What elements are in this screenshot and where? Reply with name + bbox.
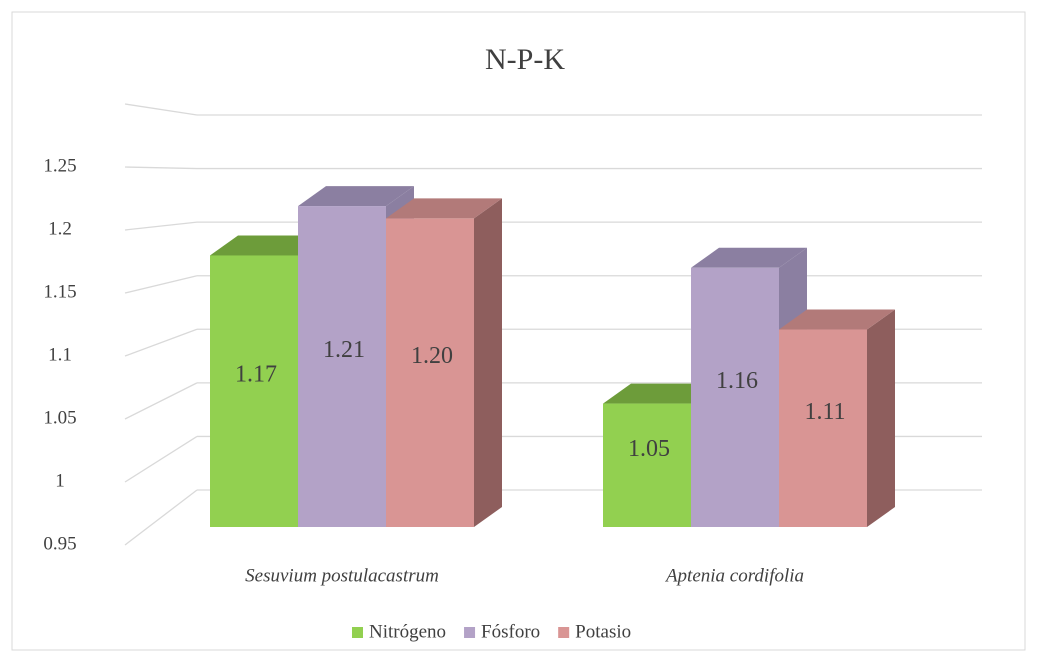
grid-line (124, 221, 198, 231)
grid-line (124, 328, 198, 357)
bar-front (603, 403, 691, 527)
bar-side (474, 198, 502, 527)
x-tick-label: Sesuvium postulacastrum (245, 565, 439, 586)
legend-label: Fósforo (481, 621, 540, 642)
legend-label: Nitrógeno (369, 621, 446, 642)
bar-front (691, 267, 779, 527)
data-label: 1.21 (323, 337, 365, 363)
bar-top (386, 198, 502, 219)
grid-line (124, 275, 198, 294)
data-label: 1.16 (716, 368, 758, 394)
data-label: 1.05 (628, 436, 670, 462)
bar (386, 198, 502, 527)
y-tick-label: 1 (55, 470, 65, 491)
bar-top (779, 309, 895, 330)
y-tick-label: 1.15 (43, 281, 76, 302)
data-label: 1.11 (804, 399, 845, 425)
grid-line (124, 489, 198, 546)
y-tick-label: 1.1 (48, 344, 72, 365)
bar-front (298, 206, 386, 528)
bar-side (867, 309, 895, 527)
bar-front (386, 218, 474, 527)
bar-top (210, 235, 326, 256)
y-tick-label: 1.05 (43, 407, 76, 428)
y-tick-label: 1.25 (43, 155, 76, 176)
y-tick-label: 0.95 (43, 533, 76, 554)
bar-top (298, 186, 414, 207)
grid-line (124, 103, 198, 116)
y-tick-label: 1.2 (48, 218, 72, 239)
grid-line (124, 166, 198, 170)
data-label: 1.20 (411, 343, 453, 369)
chart-title: N-P-K (485, 43, 565, 76)
legend-label: Potasio (575, 621, 631, 642)
bar-top (691, 247, 807, 268)
data-label: 1.17 (235, 362, 277, 388)
legend-swatch (558, 627, 570, 638)
bar (779, 309, 895, 527)
grid-line (124, 382, 198, 420)
bar-front (210, 255, 298, 527)
grid-line (124, 435, 198, 483)
bar-front (779, 329, 867, 527)
bar-top (603, 383, 719, 404)
legend-swatch (352, 627, 363, 638)
legend-swatch (464, 627, 476, 638)
x-tick-label: Aptenia cordifolia (664, 565, 804, 586)
